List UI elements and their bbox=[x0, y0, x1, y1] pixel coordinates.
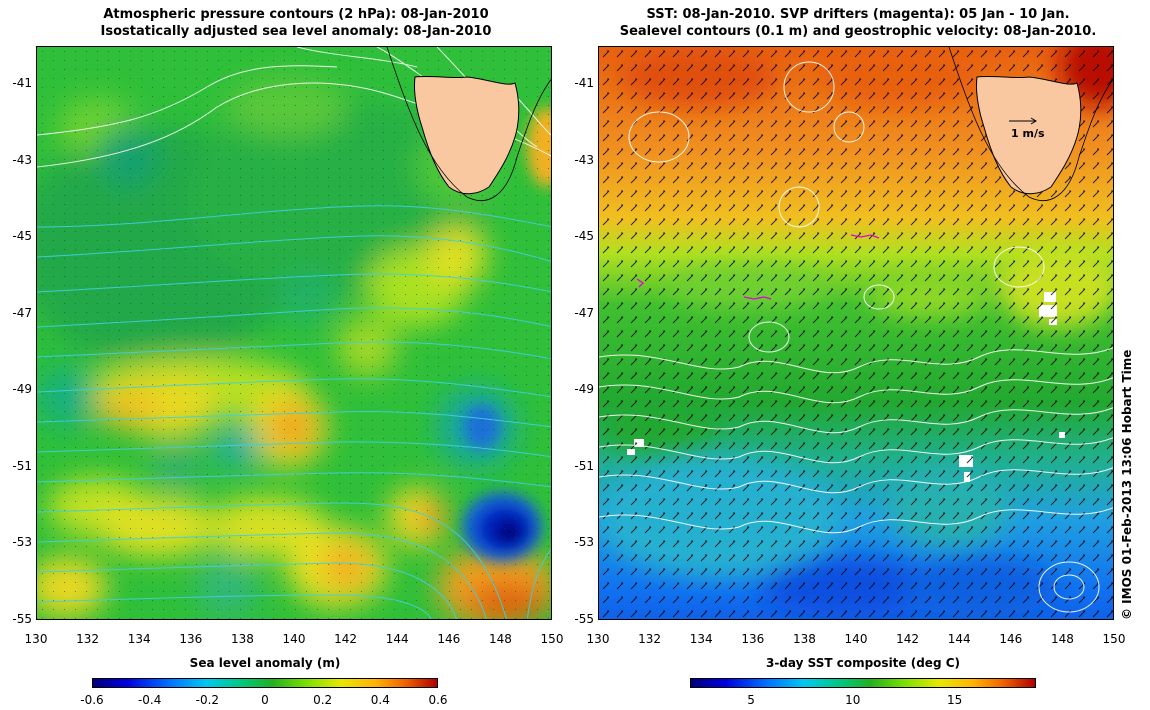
imos-credit: © IMOS 01-Feb-2013 13:06 Hobart Time bbox=[1120, 349, 1134, 620]
sst-colorbar-tick-label: 10 bbox=[845, 693, 861, 707]
left-lon-tick-label: 132 bbox=[76, 632, 100, 646]
right-lat-tick-label: -45 bbox=[574, 229, 594, 244]
left-lon-tick-label: 146 bbox=[437, 632, 461, 646]
sea-level-colorbar-tick-label: 0.6 bbox=[428, 693, 448, 707]
right-lon-tick-label: 140 bbox=[844, 632, 868, 646]
right-lat-tick-label: -51 bbox=[574, 458, 594, 473]
sea-level-anomaly-field bbox=[37, 47, 551, 619]
right-lon-tick-label: 146 bbox=[999, 632, 1023, 646]
sea-level-colorbar-tick-label: 0 bbox=[261, 693, 269, 707]
sst-colorbar bbox=[690, 678, 1036, 688]
sst-colorbar-tick-label: 15 bbox=[946, 693, 963, 707]
right-lat-tick-label: -41 bbox=[574, 76, 594, 91]
sea-level-colorbar-tick-label: 0.4 bbox=[370, 693, 390, 707]
sea-level-colorbar bbox=[92, 678, 438, 688]
left-map-title: Atmospheric pressure contours (2 hPa): 0… bbox=[36, 6, 556, 40]
left-title-line1: Atmospheric pressure contours (2 hPa): 0… bbox=[103, 7, 489, 22]
sea-level-anomaly-map bbox=[36, 46, 552, 620]
tasmania-land bbox=[976, 75, 1082, 195]
left-lat-tick-label: -49 bbox=[12, 382, 32, 397]
right-lat-tick-label: -49 bbox=[574, 382, 594, 397]
sea-level-colorbar-tick-label: 0.2 bbox=[313, 693, 333, 707]
right-lon-tick-label: 138 bbox=[792, 632, 816, 646]
right-lat-tick-label: -53 bbox=[574, 535, 594, 550]
left-lon-tick-label: 136 bbox=[179, 632, 203, 646]
sea-level-colorbar-tick-label: -0.6 bbox=[80, 693, 104, 707]
left-lon-tick-label: 144 bbox=[385, 632, 409, 646]
sea-level-colorbar-tick-label: -0.4 bbox=[137, 693, 162, 707]
right-title-line1: SST: 08-Jan-2010. SVP drifters (magenta)… bbox=[646, 7, 1070, 22]
left-lon-tick-label: 150 bbox=[540, 632, 564, 646]
right-lon-tick-label: 130 bbox=[586, 632, 610, 646]
sea-level-colorbar-tick-label: -0.2 bbox=[195, 693, 220, 707]
right-lon-tick-label: 134 bbox=[689, 632, 713, 646]
right-lon-tick-label: 136 bbox=[741, 632, 765, 646]
left-lat-tick-label: -45 bbox=[12, 229, 32, 244]
left-colorbar-title: Sea level anomaly (m) bbox=[189, 656, 341, 670]
right-title-line2: Sealevel contours (0.1 m) and geostrophi… bbox=[619, 24, 1097, 39]
left-lat-tick-label: -43 bbox=[12, 152, 32, 167]
left-lat-tick-label: -53 bbox=[12, 535, 32, 550]
sst-map: 1 m/s bbox=[598, 46, 1114, 620]
right-lat-tick-label: -47 bbox=[574, 305, 594, 320]
left-lon-tick-label: 134 bbox=[127, 632, 151, 646]
left-title-line2: Isostatically adjusted sea level anomaly… bbox=[100, 24, 492, 39]
left-lat-tick-label: -55 bbox=[12, 612, 32, 626]
left-lon-tick-label: 130 bbox=[24, 632, 48, 646]
left-lon-tick-label: 138 bbox=[230, 632, 254, 646]
sst-field: 1 m/s bbox=[599, 47, 1113, 619]
left-lon-tick-label: 142 bbox=[334, 632, 358, 646]
tasmania-land bbox=[414, 75, 520, 195]
velocity-scale-arrow bbox=[1009, 117, 1037, 125]
right-lon-tick-label: 142 bbox=[896, 632, 920, 646]
left-lat-tick-label: -41 bbox=[12, 76, 32, 91]
right-lon-tick-label: 148 bbox=[1050, 632, 1074, 646]
right-lon-tick-label: 150 bbox=[1102, 632, 1126, 646]
left-lat-tick-label: -47 bbox=[12, 305, 32, 320]
right-lat-tick-label: -55 bbox=[574, 612, 594, 626]
right-lon-tick-label: 132 bbox=[638, 632, 662, 646]
right-colorbar-title: 3-day SST composite (deg C) bbox=[765, 656, 961, 670]
right-lon-tick-label: 144 bbox=[947, 632, 971, 646]
right-map-title: SST: 08-Jan-2010. SVP drifters (magenta)… bbox=[598, 6, 1118, 40]
left-lon-tick-label: 148 bbox=[488, 632, 512, 646]
sst-colorbar-tick-label: 5 bbox=[747, 693, 755, 707]
right-lat-tick-label: -43 bbox=[574, 152, 594, 167]
left-lat-tick-label: -51 bbox=[12, 458, 32, 473]
velocity-scale-label: 1 m/s bbox=[1011, 127, 1045, 140]
svp-drifter-tracks bbox=[636, 234, 880, 300]
left-lon-tick-label: 140 bbox=[282, 632, 306, 646]
